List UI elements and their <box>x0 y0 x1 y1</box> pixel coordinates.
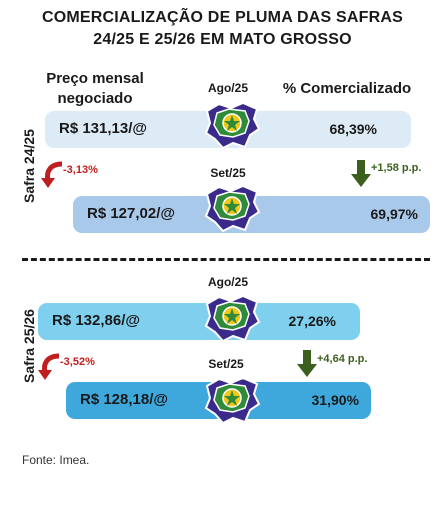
mato-grosso-map-icon <box>203 374 261 426</box>
month-label-2526-sep: Set/25 <box>208 357 244 371</box>
title-line-1: COMERCIALIZAÇÃO DE PLUMA DAS SAFRAS <box>41 9 404 26</box>
bar-2526-aug: R$ 132,86/@ 27,26% <box>38 303 360 340</box>
season-label-2425: Safra 24/25 <box>21 129 37 203</box>
price-2425-aug: R$ 131,13/@ <box>59 120 148 137</box>
mato-grosso-map-icon <box>203 99 261 151</box>
price-change-2526: -3,52% <box>60 356 95 368</box>
mato-grosso-map-icon <box>203 182 261 234</box>
season-label-2526: Safra 25/26 <box>21 309 37 383</box>
price-2425-sep: R$ 127,02/@ <box>87 205 176 222</box>
mato-grosso-map-icon <box>203 292 261 344</box>
section-divider <box>22 258 430 261</box>
price-2526-sep: R$ 128,18/@ <box>80 391 169 408</box>
price-2526-aug: R$ 132,86/@ <box>52 312 141 329</box>
pct-2526-aug: 27,26% <box>288 313 336 329</box>
header-pct: % Comercializado <box>282 80 412 97</box>
pct-2425-aug: 68,39% <box>329 121 377 137</box>
down-arrow-icon <box>297 350 317 377</box>
pct-change-2526: +4,64 p.p. <box>317 353 368 365</box>
down-curve-arrow-icon <box>41 161 63 188</box>
down-curve-arrow-icon <box>38 353 60 380</box>
pct-2526-sep: 31,90% <box>311 392 359 408</box>
title-line-2: 24/25 E 25/26 EM MATO GROSSO <box>93 31 352 48</box>
price-change-2425: -3,13% <box>63 164 98 176</box>
pct-change-2425: +1,58 p.p. <box>371 162 422 174</box>
pct-2425-sep: 69,97% <box>370 206 418 222</box>
down-arrow-icon <box>351 160 371 187</box>
header-price: Preço mensal negociado <box>46 70 144 107</box>
month-label-2425-sep: Set/25 <box>210 166 246 180</box>
month-label-2425-aug: Ago/25 <box>207 81 248 95</box>
month-label-2526-aug: Ago/25 <box>207 275 248 289</box>
source-note: Fonte: Imea. <box>22 453 90 467</box>
